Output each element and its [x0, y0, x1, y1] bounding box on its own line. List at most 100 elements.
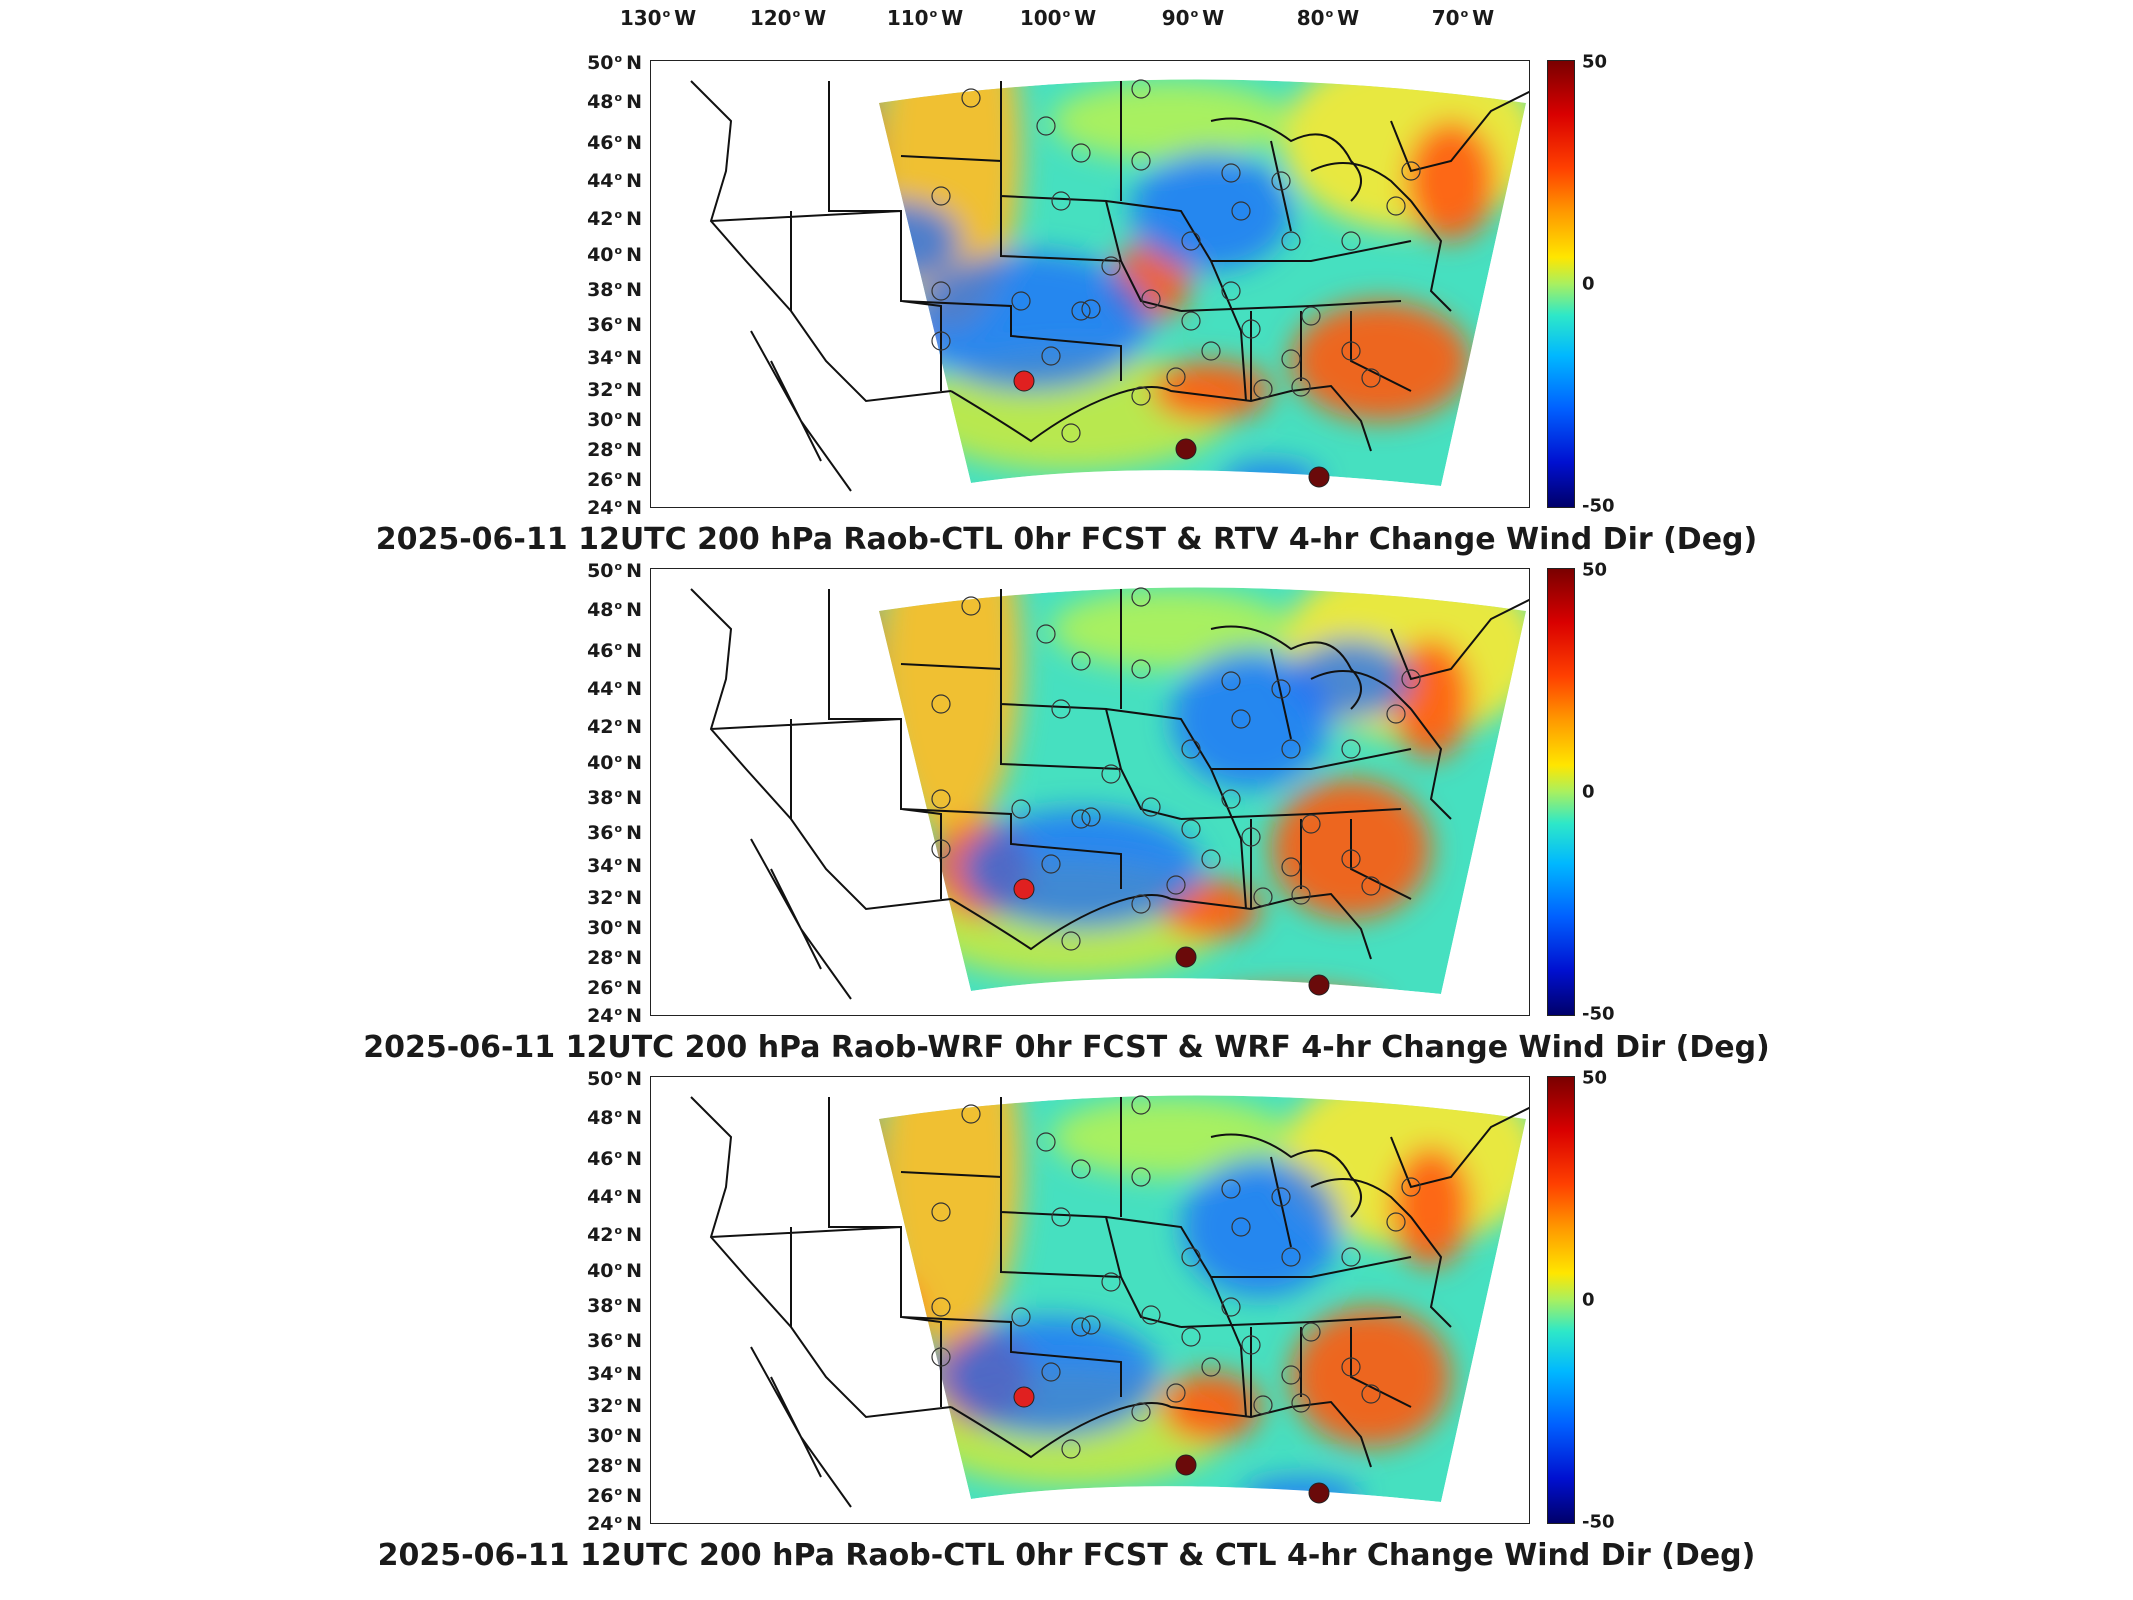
raob-station-marker — [1011, 1307, 1031, 1327]
lat-tick: 34o N — [587, 346, 642, 370]
lat-tick: 50o N — [587, 51, 642, 75]
raob-station-marker — [1241, 319, 1261, 339]
panel-title: 2025-06-11 12UTC 200 hPa Raob-CTL 0hr FC… — [377, 1538, 1756, 1573]
raob-station-marker — [1221, 1179, 1241, 1199]
colorbar-mid-label: 0 — [1582, 1289, 1595, 1311]
raob-station-marker — [1341, 849, 1361, 869]
lat-tick: 42o N — [587, 207, 642, 231]
raob-station-marker — [1281, 1365, 1301, 1385]
raob-station-marker — [1291, 377, 1311, 397]
raob-station-marker — [961, 1104, 981, 1124]
lat-tick: 32o N — [587, 378, 642, 402]
lon-tick: 120o W — [749, 6, 827, 30]
lat-tick: 32o N — [587, 886, 642, 910]
latitude-axis: 50o N 48o N 46o N 44o N 42o N 40o N 38o N 36o N 34o N 32o N… — [560, 560, 642, 1027]
raob-station-marker — [1221, 671, 1241, 691]
raob-station-marker — [1071, 809, 1091, 829]
colorbar — [1547, 1076, 1575, 1524]
raob-station-marker — [1181, 1247, 1201, 1267]
raob-station-marker — [1241, 1335, 1261, 1355]
lat-tick: 30o N — [587, 408, 642, 432]
state-boundaries — [690, 80, 1529, 492]
raob-station-marker — [1221, 1297, 1241, 1317]
raob-station-marker — [1361, 876, 1381, 896]
raob-station-marker — [1221, 163, 1241, 183]
raob-station-marker — [1036, 1132, 1056, 1152]
lon-tick: 80o W — [1296, 6, 1360, 30]
colorbar — [1547, 568, 1575, 1016]
colorbar-mid-label: 0 — [1582, 273, 1595, 295]
colorbar — [1547, 60, 1575, 508]
map-plot — [650, 60, 1530, 508]
map-panel-1: 50o N 48o N 46o N 44o N 42o N 40o N 38o N 36o N 34o N 32o N… — [0, 52, 2133, 570]
raob-station-marker — [1271, 171, 1291, 191]
raob-station-marker — [931, 1297, 951, 1317]
lat-tick: 44o N — [587, 677, 642, 701]
raob-station-marker — [1081, 299, 1101, 319]
lat-tick: 50o N — [587, 1067, 642, 1091]
lat-tick: 34o N — [587, 854, 642, 878]
raob-station-marker — [1341, 739, 1361, 759]
lat-tick: 34o N — [587, 1362, 642, 1386]
raob-station-marker — [1291, 885, 1311, 905]
lat-tick: 24o N — [587, 1004, 642, 1028]
lat-tick: 24o N — [587, 1512, 642, 1536]
lat-tick: 28o N — [587, 438, 642, 462]
state-boundaries — [690, 588, 1529, 1000]
lat-tick: 50o N — [587, 559, 642, 583]
raob-station-marker — [1131, 587, 1151, 607]
raob-station-marker — [1308, 466, 1330, 488]
raob-station-marker — [1131, 894, 1151, 914]
raob-station-marker — [1051, 699, 1071, 719]
raob-station-marker — [1301, 306, 1321, 326]
raob-station-marker — [1181, 1327, 1201, 1347]
raob-station-marker — [1308, 1482, 1330, 1504]
raob-station-marker — [1281, 857, 1301, 877]
colorbar-max-label: 50 — [1582, 51, 1608, 73]
raob-station-marker — [1201, 849, 1221, 869]
raob-station-marker — [1081, 807, 1101, 827]
raob-station-marker — [1181, 819, 1201, 839]
raob-station-marker — [1231, 1217, 1251, 1237]
raob-station-marker — [1281, 1247, 1301, 1267]
raob-station-marker — [931, 694, 951, 714]
raob-station-marker — [1231, 709, 1251, 729]
raob-station-marker — [1253, 1395, 1273, 1415]
latitude-axis: 50o N 48o N 46o N 44o N 42o N 40o N 38o N 36o N 34o N 32o N… — [560, 52, 642, 519]
raob-station-marker — [1231, 201, 1251, 221]
raob-station-marker — [1341, 1357, 1361, 1377]
raob-station-marker — [1036, 116, 1056, 136]
raob-station-marker — [931, 1347, 951, 1367]
lat-tick: 40o N — [587, 751, 642, 775]
raob-station-marker — [931, 839, 951, 859]
raob-station-marker — [1271, 1187, 1291, 1207]
raob-station-marker — [1386, 196, 1406, 216]
map-panel-2: 50o N 48o N 46o N 44o N 42o N 40o N 38o N 36o N 34o N 32o N… — [0, 560, 2133, 1078]
raob-station-marker — [1181, 739, 1201, 759]
lat-tick: 48o N — [587, 1106, 642, 1130]
raob-station-marker — [1041, 854, 1061, 874]
colorbar-max-label: 50 — [1582, 559, 1608, 581]
lon-tick: 110o W — [886, 6, 964, 30]
raob-station-marker — [1036, 624, 1056, 644]
lat-tick: 48o N — [587, 598, 642, 622]
lat-tick: 26o N — [587, 976, 642, 1000]
raob-station-marker — [1071, 651, 1091, 671]
raob-station-marker — [1201, 1357, 1221, 1377]
lat-tick: 38o N — [587, 278, 642, 302]
raob-station-marker — [1131, 1167, 1151, 1187]
latitude-axis: 50o N 48o N 46o N 44o N 42o N 40o N 38o N 36o N 34o N 32o N… — [560, 1068, 642, 1535]
lat-tick: 32o N — [587, 1394, 642, 1418]
raob-station-marker — [1061, 1439, 1081, 1459]
lon-tick: 130o W — [619, 6, 697, 30]
raob-station-marker — [1201, 341, 1221, 361]
raob-station-marker — [931, 281, 951, 301]
lat-tick: 40o N — [587, 243, 642, 267]
lon-tick: 70o W — [1431, 6, 1495, 30]
raob-station-marker — [1061, 931, 1081, 951]
raob-station-marker — [1141, 797, 1161, 817]
raob-station-marker — [1101, 764, 1121, 784]
raob-station-marker — [931, 1202, 951, 1222]
lat-tick: 26o N — [587, 468, 642, 492]
raob-station-marker — [931, 331, 951, 351]
